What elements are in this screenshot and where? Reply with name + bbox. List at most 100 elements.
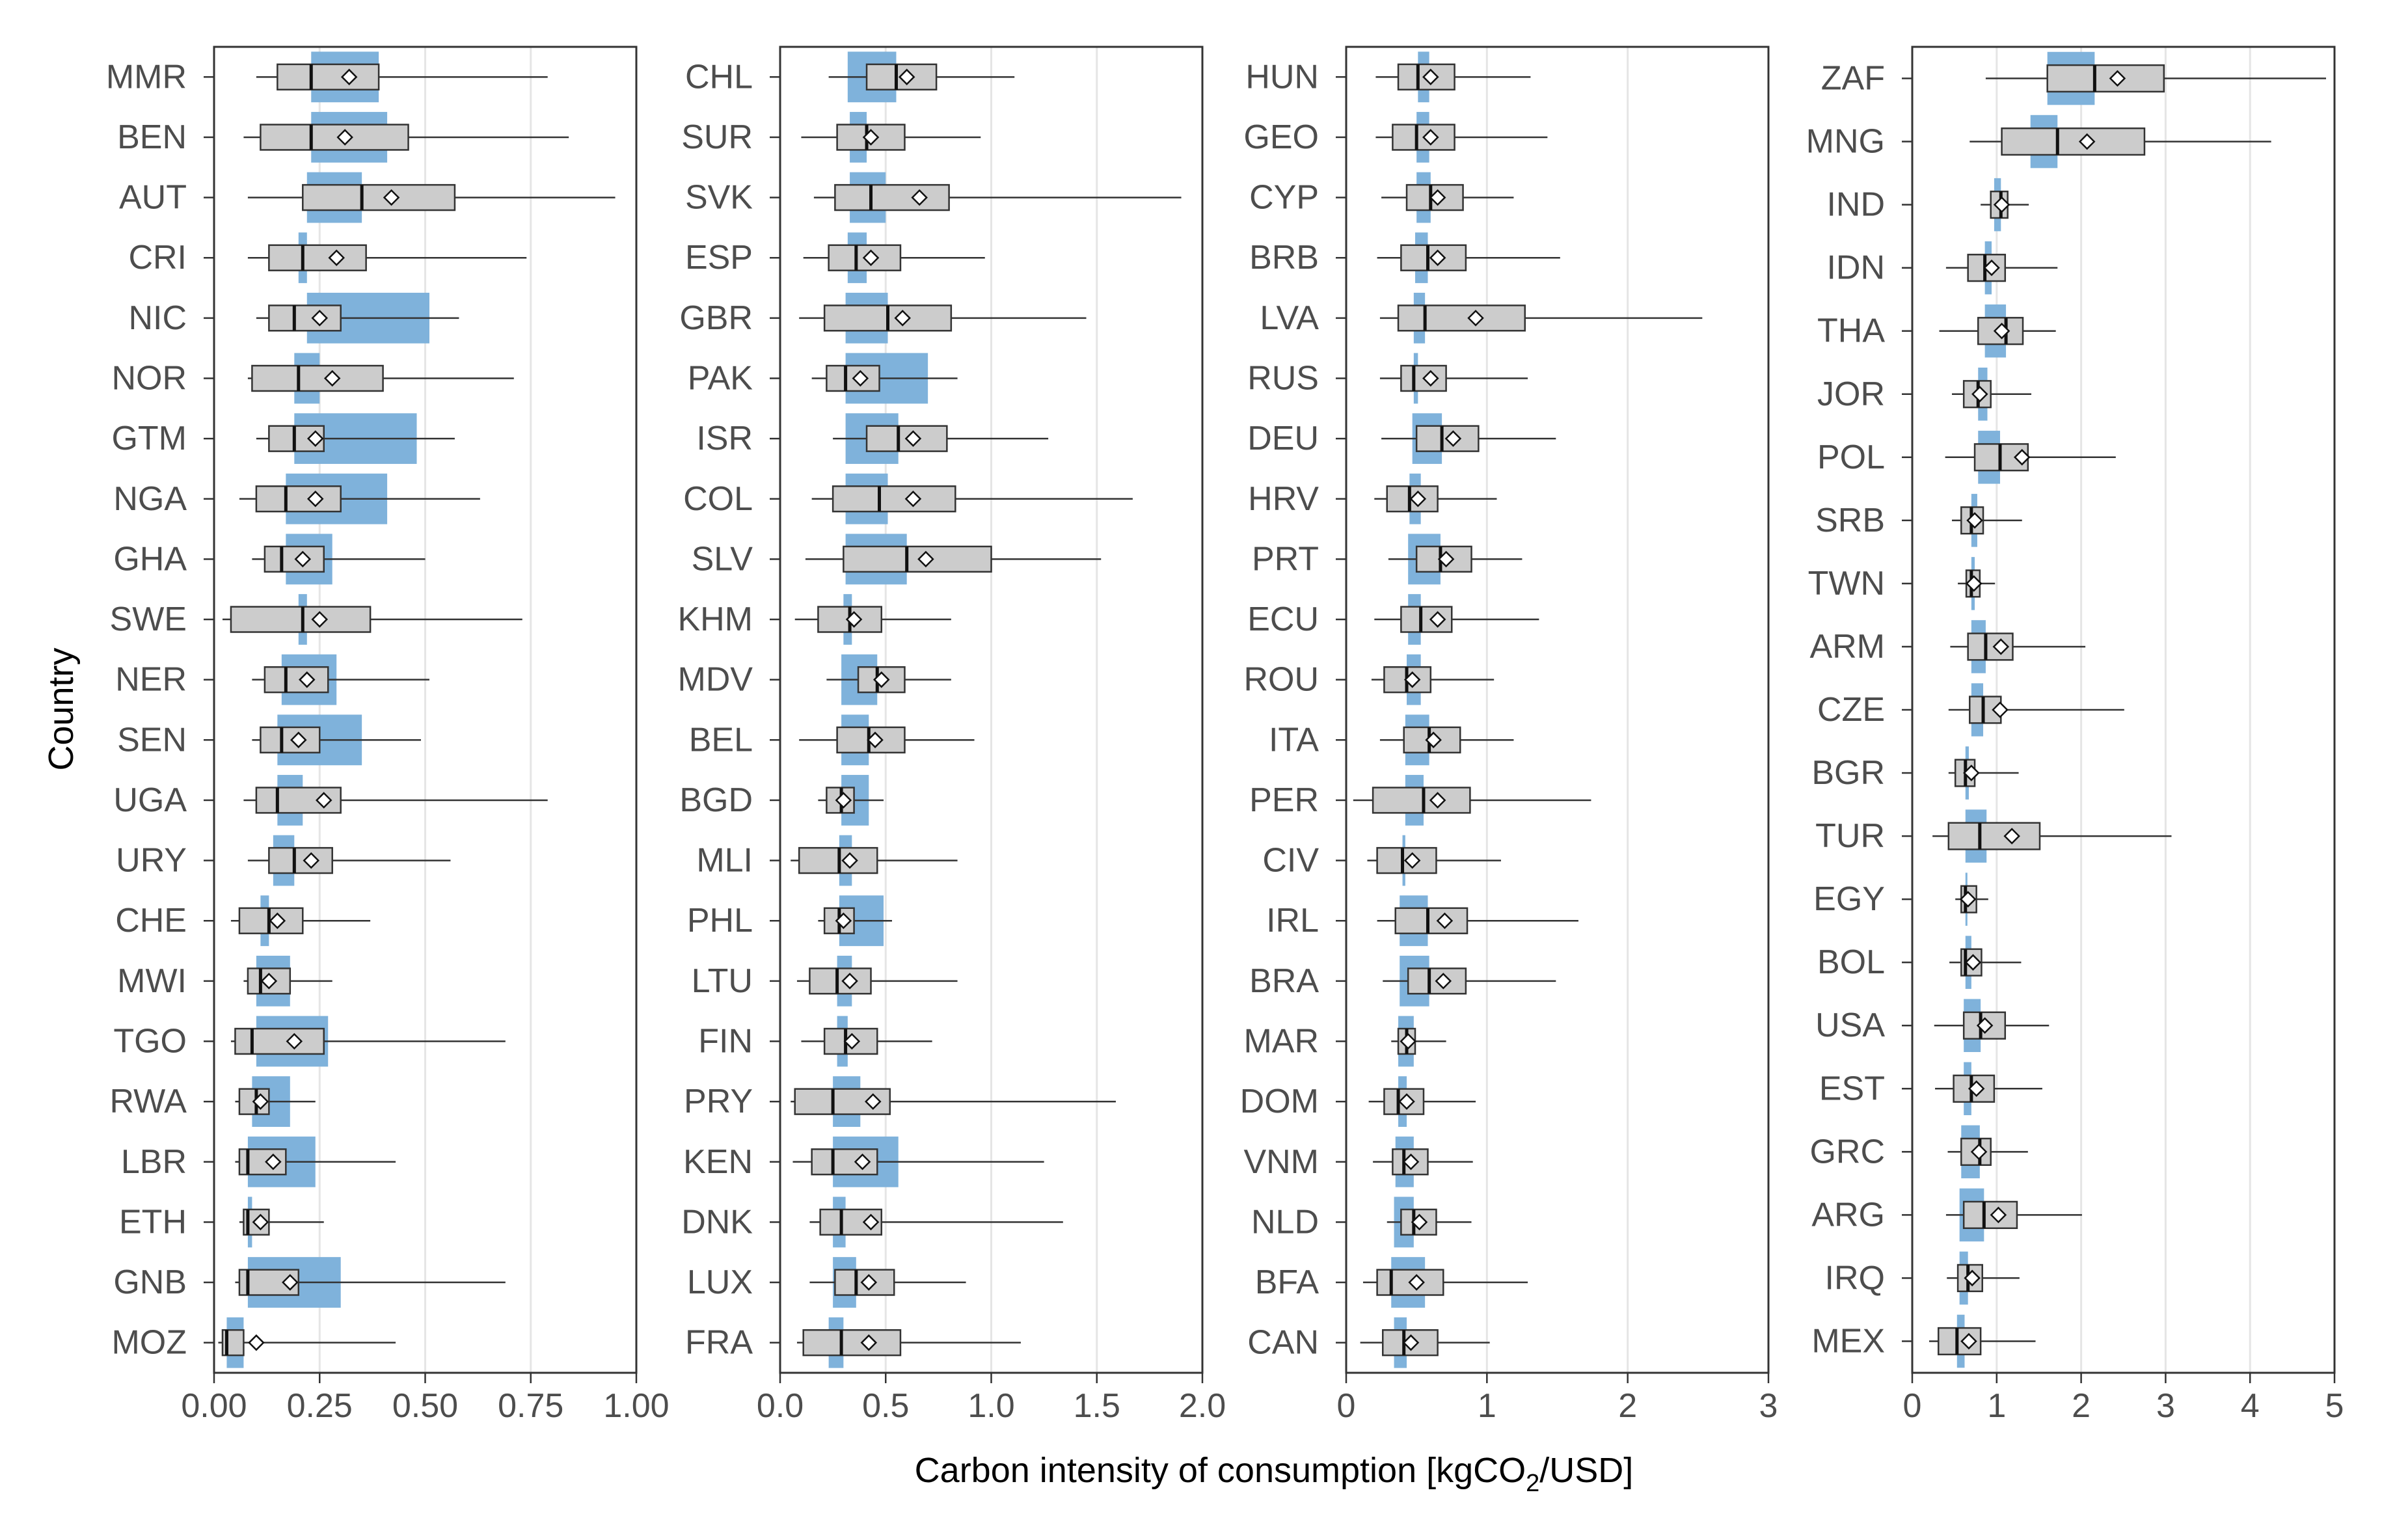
country-label-dnk: DNK (681, 1203, 753, 1241)
row-civ: CIV (1262, 835, 1501, 886)
mean-moz (248, 1334, 265, 1351)
row-bgr: BGR (1811, 746, 2019, 800)
box-ben (260, 124, 409, 151)
country-label-uga: UGA (113, 781, 187, 819)
mean-ind (1993, 196, 2010, 213)
mean-prt (1437, 550, 1455, 568)
mean-uga (315, 792, 332, 809)
mean-hrv (1409, 491, 1427, 507)
mean-rou (1403, 671, 1421, 688)
mean-pry (865, 1093, 882, 1110)
row-bra: BRA (1249, 955, 1556, 1006)
row-tha: THA (1817, 304, 2056, 358)
country-label-ltu: LTU (692, 962, 753, 1000)
country-label-grc: GRC (1809, 1133, 1885, 1170)
x-axis-title-tail: /USD] (1539, 1451, 1633, 1490)
country-label-usa: USA (1815, 1006, 1885, 1044)
row-sur: SUR (681, 112, 981, 163)
row-prt: PRT (1252, 534, 1523, 585)
x-tick-label: 2 (2072, 1387, 2091, 1425)
country-label-lbr: LBR (121, 1143, 187, 1181)
mean-khm (845, 611, 863, 628)
mean-bfa (1408, 1274, 1425, 1291)
row-gtm: GTM (111, 413, 455, 465)
row-aut: AUT (119, 172, 616, 223)
country-label-mmr: MMR (106, 58, 187, 96)
panel-3: HUN GEO CYP BRB LVA RUS DEU HRV PRT ECU ROU ITA PER C… (1240, 46, 1778, 1425)
country-label-ner: NER (115, 661, 187, 699)
x-tick-label: 2.0 (1179, 1387, 1226, 1425)
mean-isr (904, 430, 922, 447)
mean-nld (1411, 1213, 1428, 1231)
x-tick-label: 3 (1759, 1387, 1778, 1425)
row-ecu: ECU (1247, 594, 1539, 645)
box-mng (2001, 127, 2146, 156)
mean-twn (1965, 575, 1983, 592)
row-egy: EGY (1813, 872, 1988, 926)
country-label-cze: CZE (1817, 691, 1885, 729)
x-tick-label: 2 (1618, 1387, 1637, 1425)
x-tick-label: 1 (1478, 1387, 1496, 1425)
mean-jor (1971, 385, 1988, 403)
country-label-mex: MEX (1811, 1322, 1885, 1360)
country-label-ury: URY (116, 842, 187, 880)
country-label-irl: IRL (1266, 902, 1319, 939)
row-lux: LUX (687, 1257, 966, 1308)
mean-bra (1435, 973, 1452, 990)
box-nic (268, 304, 342, 332)
mean-lux (860, 1274, 878, 1291)
country-label-phl: PHL (687, 902, 753, 939)
panel-1: MMR BEN AUT CRI NIC NOR GTM NGA GHA SWE NER SEN UGA U… (106, 46, 670, 1425)
mean-can (1402, 1334, 1420, 1351)
country-label-svk: SVK (685, 179, 753, 217)
country-label-bfa: BFA (1255, 1263, 1320, 1301)
country-label-ecu: ECU (1247, 601, 1319, 638)
box-mmr (277, 63, 380, 91)
country-label-mng: MNG (1806, 123, 1885, 161)
panel-frame (1345, 46, 1770, 1374)
mean-nga (306, 491, 324, 507)
mean-gbr (894, 310, 911, 327)
country-label-cri: CRI (128, 239, 187, 277)
mean-rus (1422, 370, 1439, 387)
row-dom: DOM (1240, 1076, 1476, 1128)
row-hrv: HRV (1248, 473, 1497, 524)
row-nic: NIC (128, 292, 459, 344)
country-label-pol: POL (1817, 439, 1885, 476)
panel-4: ZAF MNG IND IDN THA JOR POL SRB TWN ARM CZE BGR TUR E… (1806, 46, 2344, 1425)
row-ury: URY (116, 835, 451, 886)
country-label-rou: ROU (1243, 661, 1319, 699)
mean-tha (1993, 322, 2010, 340)
mean-svk (911, 189, 928, 206)
country-label-isr: ISR (696, 420, 753, 457)
box-gtm (268, 425, 325, 452)
row-gnb: GNB (113, 1257, 506, 1308)
country-label-bel: BEL (689, 721, 753, 759)
row-can: CAN (1247, 1317, 1490, 1368)
country-label-eth: ETH (119, 1203, 187, 1241)
country-label-mli: MLI (696, 842, 753, 880)
row-sen: SEN (117, 714, 422, 766)
country-label-irq: IRQ (1825, 1259, 1885, 1297)
mean-pak (852, 370, 869, 387)
row-vnm: VNM (1243, 1136, 1473, 1187)
country-label-mar: MAR (1243, 1023, 1319, 1060)
row-deu: DEU (1247, 413, 1556, 465)
mean-eth (252, 1213, 269, 1231)
row-idn: IDN (1826, 241, 2058, 295)
row-mmr: MMR (106, 51, 548, 103)
row-mdv: MDV (677, 654, 951, 705)
row-nld: NLD (1251, 1196, 1472, 1248)
mean-lva (1467, 310, 1484, 327)
mean-fin (843, 1033, 861, 1050)
x-tick-label: 0.5 (862, 1387, 909, 1425)
row-bfa: BFA (1255, 1257, 1528, 1308)
country-label-pry: PRY (684, 1083, 753, 1120)
mean-sen (290, 731, 307, 749)
row-ltu: LTU (692, 955, 958, 1006)
mean-che (269, 912, 286, 929)
row-dnk: DNK (681, 1196, 1063, 1248)
x-tick-label: 0.75 (498, 1387, 563, 1425)
x-tick-label: 1.5 (1074, 1387, 1120, 1425)
